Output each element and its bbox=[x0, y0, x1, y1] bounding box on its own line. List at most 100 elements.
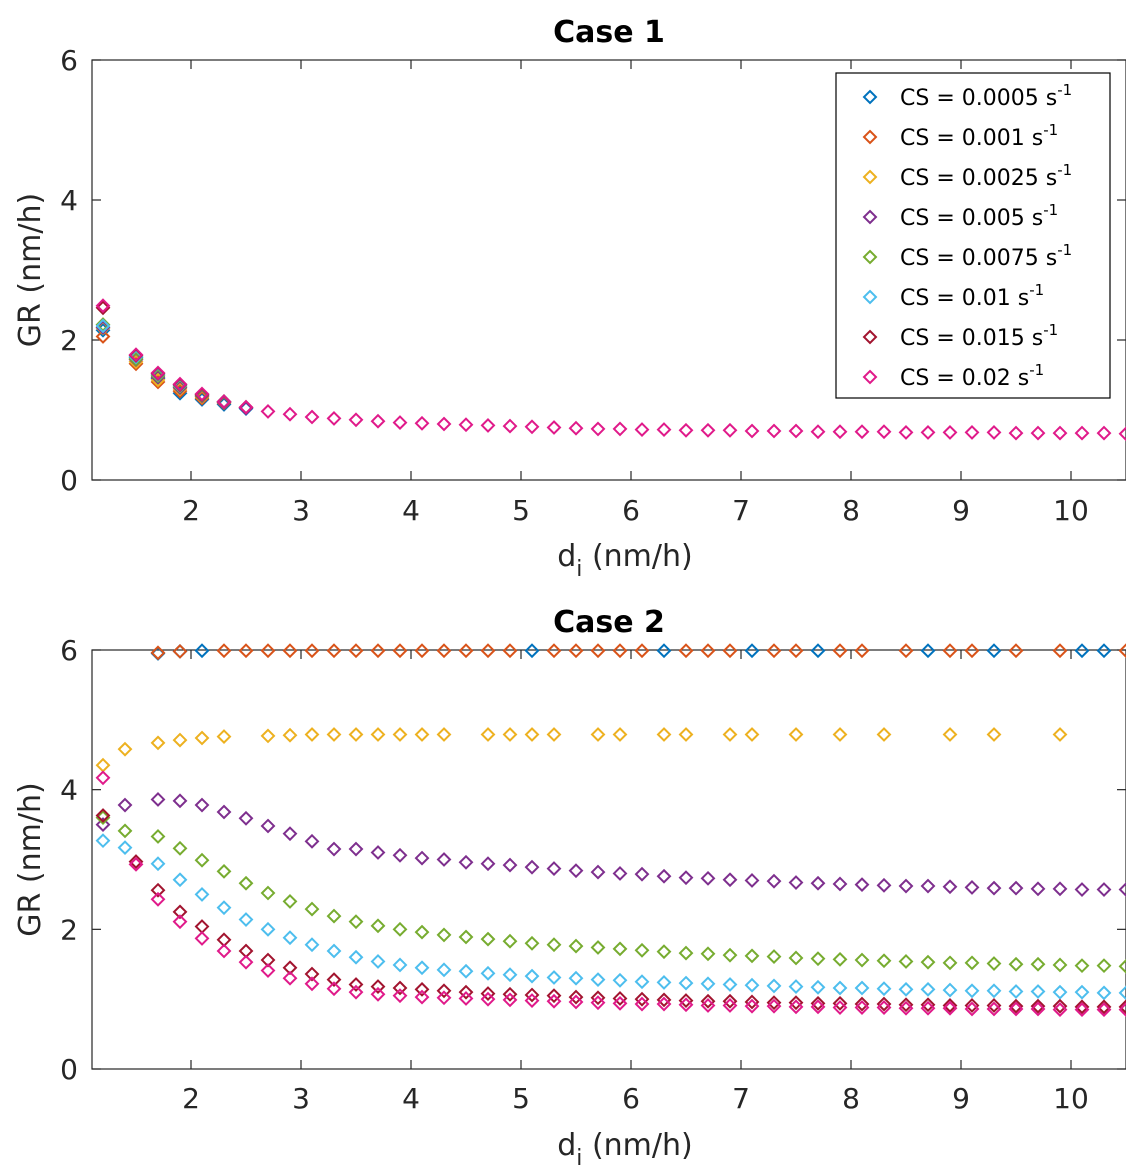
data-point bbox=[370, 413, 386, 429]
legend-prefix: CS = bbox=[900, 86, 962, 111]
data-point bbox=[95, 770, 111, 786]
data-point bbox=[1074, 1002, 1090, 1018]
x-tick-label: 9 bbox=[952, 1082, 970, 1115]
data-point bbox=[502, 967, 518, 983]
data-point bbox=[656, 944, 672, 960]
data-point bbox=[326, 727, 342, 742]
data-point bbox=[172, 793, 188, 809]
data-point bbox=[480, 991, 496, 1007]
data-point bbox=[1052, 998, 1068, 1014]
data-point bbox=[1118, 999, 1126, 1015]
series-7 bbox=[95, 298, 1126, 442]
data-point bbox=[766, 949, 782, 964]
data-point bbox=[414, 643, 430, 659]
data-point bbox=[128, 854, 144, 870]
data-point bbox=[744, 727, 760, 742]
data-point bbox=[590, 972, 606, 988]
data-point bbox=[1096, 958, 1112, 974]
data-point bbox=[370, 643, 386, 659]
data-point bbox=[788, 979, 804, 995]
data-point bbox=[546, 727, 562, 742]
data-point bbox=[722, 422, 738, 438]
data-point bbox=[194, 852, 210, 868]
data-point bbox=[568, 970, 584, 986]
data-point bbox=[722, 947, 738, 963]
legend-value: 0.0075 bbox=[962, 246, 1039, 271]
data-point bbox=[414, 727, 430, 742]
data-point bbox=[216, 943, 232, 959]
legend-unit: s bbox=[1039, 166, 1057, 191]
data-point bbox=[260, 921, 276, 937]
data-point bbox=[282, 826, 298, 842]
data-point bbox=[678, 422, 694, 438]
data-point bbox=[810, 951, 826, 967]
data-point bbox=[788, 995, 804, 1011]
data-point bbox=[568, 643, 584, 659]
data-point bbox=[1052, 984, 1068, 1000]
data-point bbox=[546, 937, 562, 953]
data-point bbox=[260, 728, 276, 744]
data-point bbox=[1052, 727, 1068, 742]
data-point bbox=[458, 417, 474, 433]
data-point bbox=[832, 1000, 848, 1015]
data-point bbox=[117, 741, 133, 757]
data-point bbox=[986, 727, 1002, 742]
data-point bbox=[920, 981, 936, 997]
data-point bbox=[788, 727, 804, 742]
data-point bbox=[964, 880, 980, 895]
data-point bbox=[744, 977, 760, 993]
data-point bbox=[414, 981, 430, 997]
data-point bbox=[95, 808, 111, 823]
legend-exponent: -1 bbox=[1057, 161, 1072, 179]
data-point bbox=[876, 981, 892, 997]
data-point bbox=[524, 727, 540, 742]
data-point bbox=[194, 386, 210, 402]
legend-unit: s bbox=[1011, 366, 1029, 391]
data-point bbox=[722, 998, 738, 1013]
data-point bbox=[590, 727, 606, 742]
data-point bbox=[876, 1000, 892, 1015]
data-point bbox=[502, 992, 518, 1008]
data-point bbox=[590, 940, 606, 955]
data-point bbox=[392, 727, 408, 742]
data-point bbox=[216, 729, 232, 745]
data-point bbox=[546, 420, 562, 435]
data-point bbox=[392, 415, 408, 431]
data-point bbox=[95, 810, 111, 826]
data-point bbox=[172, 376, 188, 392]
data-point bbox=[986, 880, 1002, 896]
data-point bbox=[656, 643, 672, 659]
data-point bbox=[744, 643, 760, 659]
data-point bbox=[568, 989, 584, 1005]
data-point bbox=[898, 643, 914, 659]
data-point bbox=[788, 643, 804, 659]
x-tick-label: 5 bbox=[512, 1082, 530, 1115]
legend-unit: s bbox=[1039, 86, 1057, 111]
data-point bbox=[304, 409, 320, 425]
data-point bbox=[612, 643, 628, 659]
x-tick-label: 4 bbox=[402, 494, 420, 527]
legend-exponent: -1 bbox=[1057, 241, 1072, 259]
data-point bbox=[348, 643, 364, 659]
data-point bbox=[656, 992, 672, 1008]
data-point bbox=[920, 997, 936, 1013]
data-point bbox=[436, 990, 452, 1006]
legend-prefix: CS = bbox=[900, 366, 962, 391]
x-tick-label: 3 bbox=[292, 1082, 310, 1115]
data-point bbox=[117, 823, 133, 839]
legend-exponent: -1 bbox=[1057, 81, 1072, 99]
y-tick-label: 6 bbox=[60, 44, 78, 77]
x-tick-label: 6 bbox=[622, 494, 640, 527]
data-point bbox=[172, 732, 188, 748]
data-point bbox=[436, 727, 452, 742]
data-point bbox=[678, 945, 694, 961]
data-point bbox=[480, 643, 496, 659]
data-point bbox=[1052, 1002, 1068, 1018]
data-point bbox=[436, 416, 452, 432]
x-tick-label: 2 bbox=[182, 1082, 200, 1115]
legend-entry: CS = 0.015 s-1 bbox=[900, 321, 1058, 351]
data-point bbox=[1030, 425, 1046, 441]
data-point bbox=[326, 981, 342, 997]
data-point bbox=[612, 941, 628, 957]
